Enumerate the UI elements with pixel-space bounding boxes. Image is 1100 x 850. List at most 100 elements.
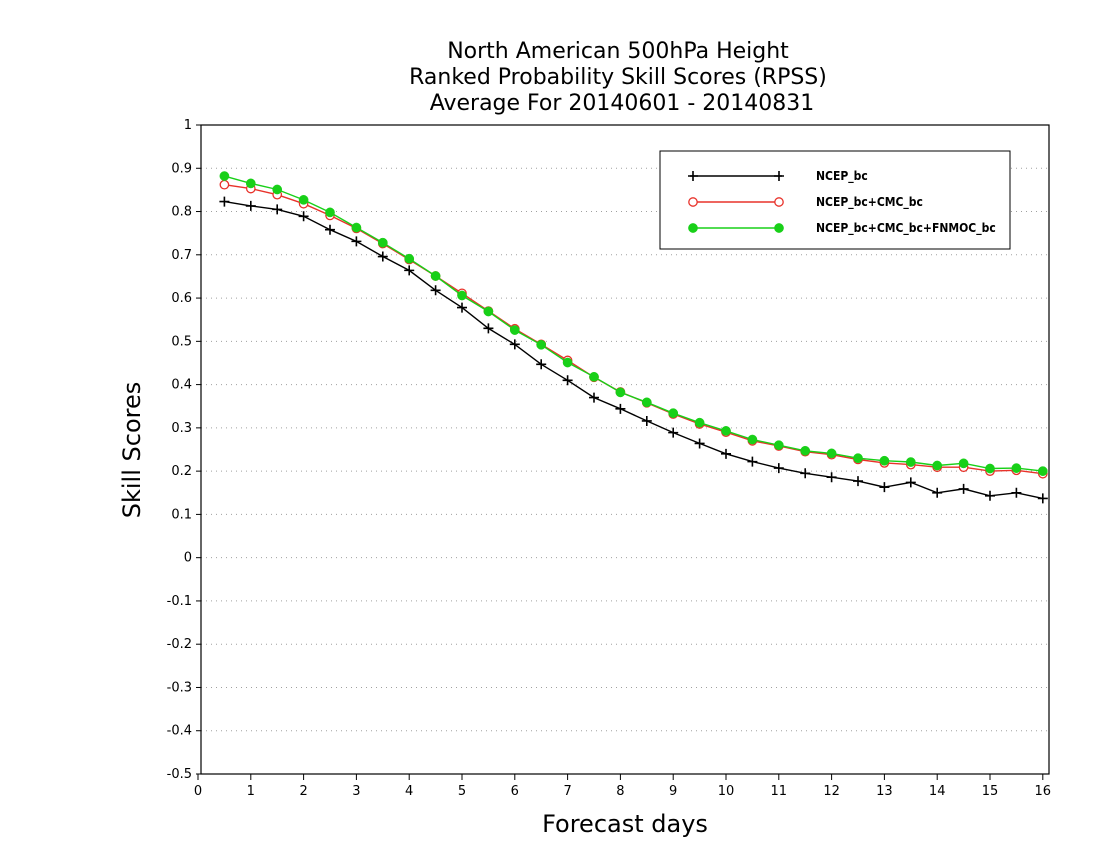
plus-marker: [641, 415, 652, 426]
filled-circle-marker: [483, 306, 494, 317]
filled-circle-marker: [404, 253, 415, 264]
chart-title-line-2: Ranked Probability Skill Scores (RPSS): [409, 65, 827, 90]
legend-label: NCEP_bc+CMC_bc: [816, 195, 923, 210]
y-tick-label: 0.6: [171, 291, 192, 306]
plus-marker: [879, 482, 890, 493]
filled-circle-marker: [958, 458, 969, 469]
y-tick-label: -0.5: [167, 767, 192, 782]
plot-frame: [200, 124, 1050, 775]
plus-marker: [377, 251, 388, 262]
filled-circle-marker: [351, 222, 362, 233]
y-tick-label: 0.1: [171, 507, 192, 522]
plus-marker: [1037, 493, 1048, 504]
filled-circle-marker: [932, 460, 943, 471]
plus-marker: [688, 171, 698, 181]
x-tick-label: 3: [352, 784, 360, 799]
chart-title-line-1: North American 500hPa Height: [447, 39, 789, 64]
plus-marker: [668, 427, 679, 438]
x-tick-label: 6: [511, 784, 519, 799]
filled-circle-marker: [826, 448, 837, 459]
plus-marker: [457, 302, 467, 313]
series-group: [219, 171, 1048, 476]
filled-circle-marker: [773, 440, 784, 451]
filled-circle-marker: [985, 463, 995, 474]
filled-circle-marker: [272, 184, 283, 195]
plus-marker: [589, 392, 599, 403]
plus-marker: [615, 403, 626, 414]
legend-label: NCEP_bc+CMC_bc+FNMOC_bc: [816, 221, 996, 236]
filled-circle-marker: [1037, 466, 1048, 476]
series-group: [219, 196, 1048, 504]
plus-marker: [853, 476, 863, 487]
y-axis-label: Skill Scores: [118, 382, 146, 519]
y-tick-label: 0.9: [171, 161, 192, 176]
filled-circle-marker: [688, 223, 698, 233]
filled-circle-marker: [589, 371, 599, 382]
series-lines: [219, 171, 1048, 504]
x-tick-label: 5: [458, 784, 466, 799]
y-tick-label: -0.4: [167, 724, 192, 739]
filled-circle-marker: [509, 325, 520, 335]
plus-marker: [404, 265, 415, 276]
filled-circle-marker: [219, 171, 230, 181]
plus-marker: [245, 200, 256, 211]
filled-circle-marker: [325, 207, 335, 218]
x-tick-label: 8: [616, 784, 624, 799]
x-tick-label: 0: [194, 784, 202, 799]
chart-title-line-3: Average For 20140601 - 20140831: [430, 91, 815, 116]
plus-marker: [509, 339, 520, 350]
y-tick-label: 0.8: [171, 205, 192, 220]
y-tick-label: 0: [184, 551, 192, 566]
filled-circle-marker: [615, 387, 626, 398]
plus-marker: [800, 468, 811, 479]
open-circle-marker: [219, 179, 230, 190]
filled-circle-marker: [457, 290, 467, 301]
plus-marker: [483, 323, 494, 334]
plus-marker: [694, 438, 705, 449]
open-circle-marker: [774, 197, 784, 207]
y-tick-label: -0.2: [167, 637, 192, 652]
plus-marker: [325, 224, 335, 235]
filled-circle-marker: [377, 237, 388, 248]
plus-marker: [1011, 487, 1022, 498]
y-tick-label: 1: [184, 118, 192, 133]
x-tick-label: 12: [823, 784, 840, 799]
filled-circle-marker: [245, 178, 256, 189]
y-tick-label: 0.2: [171, 464, 192, 479]
open-circle-marker: [688, 197, 698, 207]
y-tick-label: 0.3: [171, 421, 192, 436]
x-tick-label: 13: [876, 784, 893, 799]
filled-circle-marker: [562, 357, 573, 368]
axis-ticks: -0.5 -0.4 -0.3 -0.2 -0.1 0 0.1 0.2 0.3 0.4 0.5 0.6 0…: [167, 118, 1051, 799]
y-tick-label: -0.3: [167, 680, 192, 695]
plus-marker: [219, 196, 230, 207]
legend: NCEP_bc NCEP_bc+CMC_bc NCEP_bc+CMC_bc+FNMO…: [659, 150, 1011, 250]
plus-marker: [905, 477, 916, 488]
filled-circle-marker: [430, 271, 441, 281]
plus-marker: [272, 204, 283, 215]
plus-marker: [430, 285, 441, 296]
x-tick-label: 1: [247, 784, 255, 799]
series-line: [224, 200, 1043, 500]
x-tick-label: 2: [299, 784, 307, 799]
plus-marker: [747, 456, 758, 467]
x-tick-label: 9: [669, 784, 677, 799]
x-tick-label: 7: [563, 784, 571, 799]
y-tick-label: 0.4: [171, 378, 192, 393]
x-axis-label: Forecast days: [542, 810, 708, 838]
plus-marker: [721, 448, 731, 459]
plus-marker: [773, 463, 784, 474]
plus-marker: [958, 483, 969, 494]
plus-marker: [562, 375, 573, 386]
y-tick-label: -0.1: [167, 594, 192, 609]
filled-circle-marker: [668, 408, 679, 419]
legend-label: NCEP_bc: [816, 169, 868, 184]
plus-marker: [536, 359, 547, 370]
filled-circle-marker: [721, 426, 731, 436]
filled-circle-marker: [905, 457, 916, 467]
filled-circle-marker: [694, 417, 705, 428]
filled-circle-marker: [641, 397, 652, 408]
y-tick-label: 0.5: [171, 334, 192, 349]
x-tick-label: 11: [771, 784, 788, 799]
